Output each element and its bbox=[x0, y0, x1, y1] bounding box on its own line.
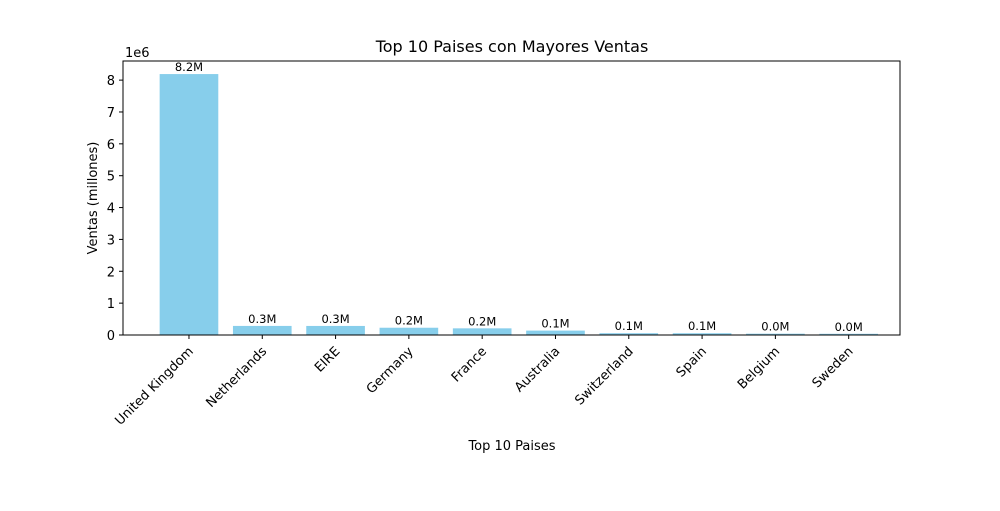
bars-group bbox=[159, 74, 879, 335]
data-labels-group: 8.2M 0.3M 0.3M 0.2M 0.2M 0.1M 0.1M 0.1M 0.0M 0.0M bbox=[175, 60, 863, 334]
bar-switzerland bbox=[599, 333, 659, 335]
data-label: 0.0M bbox=[835, 320, 863, 334]
plot-frame bbox=[122, 60, 901, 336]
data-label: 0.1M bbox=[541, 317, 569, 331]
y-axis-offset-label: 1e6 bbox=[125, 46, 150, 61]
y-tick-label: 1 bbox=[107, 297, 115, 312]
chart-title: Top 10 Paises con Mayores Ventas bbox=[375, 37, 649, 56]
y-tick-label: 0 bbox=[107, 329, 115, 344]
bar-spain bbox=[672, 333, 732, 335]
y-tick-label: 3 bbox=[107, 233, 115, 248]
x-tick-label: Germany bbox=[364, 344, 417, 397]
bar-eire bbox=[306, 325, 365, 335]
data-label: 8.2M bbox=[175, 60, 203, 74]
data-label: 0.2M bbox=[395, 314, 423, 328]
x-axis-label: Top 10 Paises bbox=[467, 439, 555, 454]
y-axis-label: Ventas (millones) bbox=[86, 142, 101, 255]
y-axis: 0 1 2 3 4 5 6 7 8 bbox=[107, 74, 123, 344]
x-tick-label: Spain bbox=[674, 344, 710, 380]
x-tick-label: Sweden bbox=[810, 344, 857, 391]
x-tick-label: United Kingdom bbox=[112, 344, 196, 428]
y-tick-label: 2 bbox=[107, 265, 115, 280]
data-label: 0.3M bbox=[321, 312, 349, 326]
data-label: 0.1M bbox=[615, 319, 643, 333]
x-tick-label: Australia bbox=[512, 344, 563, 395]
bar-netherlands bbox=[232, 325, 292, 335]
x-tick-label: Belgium bbox=[735, 344, 783, 392]
x-tick-label: France bbox=[449, 344, 490, 385]
x-tick-label: Switzerland bbox=[572, 344, 636, 408]
y-tick-label: 5 bbox=[107, 170, 115, 185]
bar-united-kingdom bbox=[159, 74, 219, 335]
y-tick-label: 4 bbox=[107, 202, 115, 217]
y-tick-label: 8 bbox=[107, 74, 115, 89]
data-label: 0.3M bbox=[248, 312, 276, 326]
data-label: 0.0M bbox=[761, 320, 789, 334]
y-tick-label: 6 bbox=[107, 138, 115, 153]
x-tick-label: Netherlands bbox=[203, 344, 270, 411]
data-label: 0.2M bbox=[468, 314, 496, 328]
data-label: 0.1M bbox=[688, 319, 716, 333]
bar-belgium bbox=[746, 333, 805, 335]
x-axis: United Kingdom Netherlands EIRE Germany Fran… bbox=[112, 335, 857, 429]
bar-sweden bbox=[819, 333, 879, 335]
bar-australia bbox=[526, 330, 585, 335]
y-tick-label: 7 bbox=[107, 106, 115, 121]
x-tick-label: EIRE bbox=[312, 344, 343, 375]
bar-germany bbox=[379, 327, 439, 335]
bar-france bbox=[452, 328, 512, 335]
